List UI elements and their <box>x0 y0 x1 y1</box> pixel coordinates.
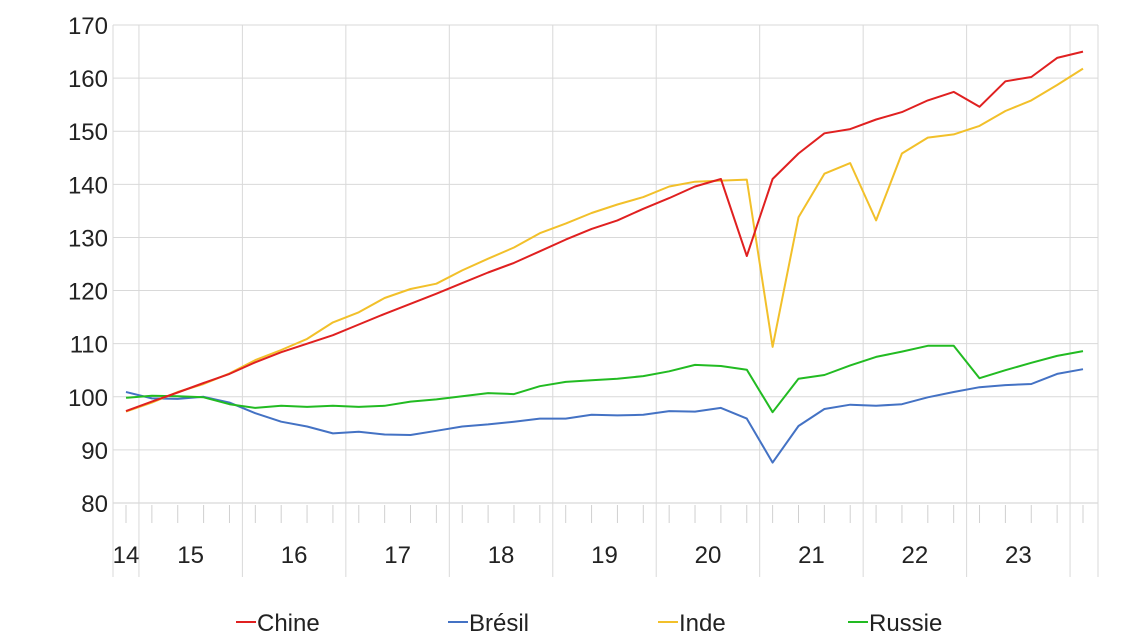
legend-label: Chine <box>257 610 320 637</box>
y-tick-label: 110 <box>70 332 108 359</box>
x-tick-label: 16 <box>281 542 308 569</box>
y-tick-label: 90 <box>81 438 108 465</box>
x-tick-label: 15 <box>177 542 204 569</box>
y-tick-label: 140 <box>68 172 108 199</box>
series-line-russie <box>125 344 1084 414</box>
x-tick-label: 19 <box>591 542 618 569</box>
y-tick-label: 130 <box>68 225 108 252</box>
legend-label: Russie <box>869 610 942 637</box>
series-line-inde <box>125 67 1084 413</box>
legend: Chine Brésil Inde Russie <box>236 610 942 637</box>
x-tick-label: 14 <box>113 542 140 569</box>
legend-label: Inde <box>679 610 726 637</box>
y-tick-label: 120 <box>68 279 108 306</box>
y-tick-label: 80 <box>81 491 108 518</box>
x-tick-label: 17 <box>384 542 411 569</box>
series-line-chine <box>125 50 1084 413</box>
x-tick-label: 21 <box>798 542 825 569</box>
y-tick-label: 100 <box>68 385 108 412</box>
y-tick-label: 170 <box>68 13 108 40</box>
y-axis: 80 90 100 110 120 130 140 150 160 170 <box>68 13 108 518</box>
x-tick-label: 20 <box>695 542 722 569</box>
series-lines <box>125 50 1084 464</box>
legend-label: Brésil <box>469 610 529 637</box>
x-tick-label: 22 <box>902 542 929 569</box>
x-axis: 14 15 16 17 18 19 20 21 22 23 <box>113 505 1084 569</box>
grid-lines <box>112 24 1099 577</box>
x-tick-label: 18 <box>488 542 515 569</box>
x-tick-label: 23 <box>1005 542 1032 569</box>
y-tick-label: 150 <box>68 119 108 146</box>
y-tick-label: 160 <box>68 66 108 93</box>
series-line-brsil <box>125 368 1084 464</box>
